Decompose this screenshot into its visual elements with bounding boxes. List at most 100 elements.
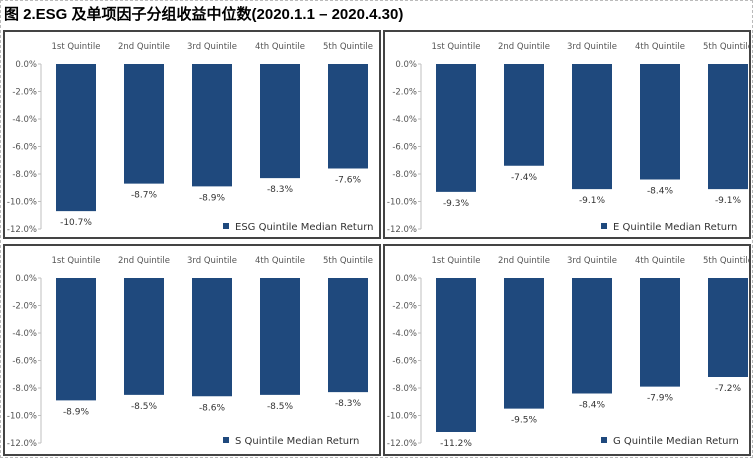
- category-label: 4th Quintile: [255, 42, 305, 52]
- y-tick-label: -8.0%: [392, 170, 417, 180]
- data-label: -8.7%: [131, 191, 158, 201]
- data-label: -8.6%: [199, 403, 226, 413]
- y-tick-label: -2.0%: [392, 302, 417, 312]
- y-tick-label: 0.0%: [15, 274, 37, 284]
- data-label: -8.9%: [63, 407, 90, 417]
- category-label: 2nd Quintile: [498, 42, 550, 52]
- category-label: 3rd Quintile: [187, 42, 237, 52]
- y-tick-label: -4.0%: [12, 329, 37, 339]
- y-tick-label: -12.0%: [7, 225, 37, 235]
- y-tick-label: -12.0%: [7, 439, 37, 449]
- category-label: 3rd Quintile: [567, 256, 617, 266]
- bar: [708, 64, 748, 190]
- bar: [192, 64, 232, 187]
- bar: [572, 64, 612, 190]
- category-label: 1st Quintile: [52, 256, 101, 266]
- category-label: 5th Quintile: [323, 42, 373, 52]
- legend-swatch: [223, 437, 229, 443]
- legend-swatch: [601, 223, 607, 229]
- bar: [504, 278, 544, 409]
- bar: [124, 278, 164, 395]
- data-label: -8.5%: [131, 402, 158, 412]
- y-tick-label: -10.0%: [7, 412, 37, 422]
- bar: [260, 64, 300, 179]
- y-tick-label: -8.0%: [12, 384, 37, 394]
- data-label: -7.2%: [715, 384, 742, 394]
- y-tick-label: -12.0%: [387, 439, 417, 449]
- data-label: -7.4%: [511, 173, 538, 183]
- data-label: -8.3%: [335, 399, 362, 409]
- y-tick-label: -8.0%: [12, 170, 37, 180]
- category-label: 4th Quintile: [255, 256, 305, 266]
- y-tick-label: 0.0%: [395, 60, 417, 70]
- category-label: 2nd Quintile: [118, 256, 170, 266]
- bar: [436, 278, 476, 432]
- bar: [260, 278, 300, 395]
- data-label: -8.5%: [267, 402, 294, 412]
- bar: [328, 64, 368, 169]
- figure-title: 图 2.ESG 及单项因子分组收益中位数(2020.1.1 – 2020.4.3…: [4, 6, 404, 23]
- y-tick-label: 0.0%: [395, 274, 417, 284]
- legend-swatch: [223, 223, 229, 229]
- bar: [328, 278, 368, 393]
- y-tick-label: -10.0%: [387, 198, 417, 208]
- y-tick-label: -6.0%: [12, 357, 37, 367]
- legend-label: E Quintile Median Return: [613, 222, 737, 233]
- category-label: 5th Quintile: [703, 256, 751, 266]
- y-tick-label: -2.0%: [12, 302, 37, 312]
- category-label: 2nd Quintile: [498, 256, 550, 266]
- category-label: 3rd Quintile: [187, 256, 237, 266]
- category-label: 1st Quintile: [52, 42, 101, 52]
- category-label: 4th Quintile: [635, 256, 685, 266]
- data-label: -10.7%: [60, 218, 92, 228]
- data-label: -9.1%: [715, 196, 742, 206]
- bar: [56, 278, 96, 401]
- category-label: 5th Quintile: [323, 256, 373, 266]
- bar: [124, 64, 164, 184]
- category-label: 1st Quintile: [432, 42, 481, 52]
- data-label: -8.4%: [647, 187, 674, 197]
- data-label: -9.1%: [579, 196, 606, 206]
- legend-label: ESG Quintile Median Return: [235, 222, 373, 233]
- category-label: 1st Quintile: [432, 256, 481, 266]
- data-label: -9.5%: [511, 416, 538, 426]
- bar: [192, 278, 232, 397]
- legend-label: G Quintile Median Return: [613, 436, 739, 447]
- y-tick-label: -6.0%: [392, 143, 417, 153]
- y-tick-label: -10.0%: [7, 198, 37, 208]
- y-tick-label: -2.0%: [392, 88, 417, 98]
- chart-s: 0.0% -2.0% -4.0% -6.0% -8.0% -10.0% -12.0% 1st …: [3, 244, 381, 456]
- bar: [572, 278, 612, 394]
- y-tick-label: -6.0%: [392, 357, 417, 367]
- y-tick-label: -12.0%: [387, 225, 417, 235]
- legend-label: S Quintile Median Return: [235, 436, 359, 447]
- y-tick-label: -10.0%: [387, 412, 417, 422]
- category-label: 4th Quintile: [635, 42, 685, 52]
- data-label: -7.6%: [335, 176, 362, 186]
- y-tick-label: -4.0%: [392, 115, 417, 125]
- chart-esg: 0.0% -2.0% -4.0% -6.0% -8.0% -10.0% -12.0% 1st …: [3, 30, 381, 239]
- category-label: 2nd Quintile: [118, 42, 170, 52]
- data-label: -7.9%: [647, 394, 674, 404]
- y-tick-label: -4.0%: [392, 329, 417, 339]
- y-tick-label: -6.0%: [12, 143, 37, 153]
- category-label: 3rd Quintile: [567, 42, 617, 52]
- y-tick-label: -4.0%: [12, 115, 37, 125]
- data-label: -11.2%: [440, 439, 472, 449]
- legend-swatch: [601, 437, 607, 443]
- y-tick-label: -8.0%: [392, 384, 417, 394]
- chart-g: 0.0% -2.0% -4.0% -6.0% -8.0% -10.0% -12.0% 1st …: [383, 244, 751, 456]
- bar: [504, 64, 544, 166]
- category-label: 5th Quintile: [703, 42, 751, 52]
- chart-e: 0.0% -2.0% -4.0% -6.0% -8.0% -10.0% -12.0% 1st …: [383, 30, 751, 239]
- data-label: -8.9%: [199, 193, 226, 203]
- y-tick-label: 0.0%: [15, 60, 37, 70]
- data-label: -8.4%: [579, 401, 606, 411]
- bar: [708, 278, 748, 377]
- bar: [640, 278, 680, 387]
- data-label: -9.3%: [443, 199, 470, 209]
- data-label: -8.3%: [267, 185, 294, 195]
- bar: [56, 64, 96, 212]
- y-tick-label: -2.0%: [12, 88, 37, 98]
- bar: [640, 64, 680, 180]
